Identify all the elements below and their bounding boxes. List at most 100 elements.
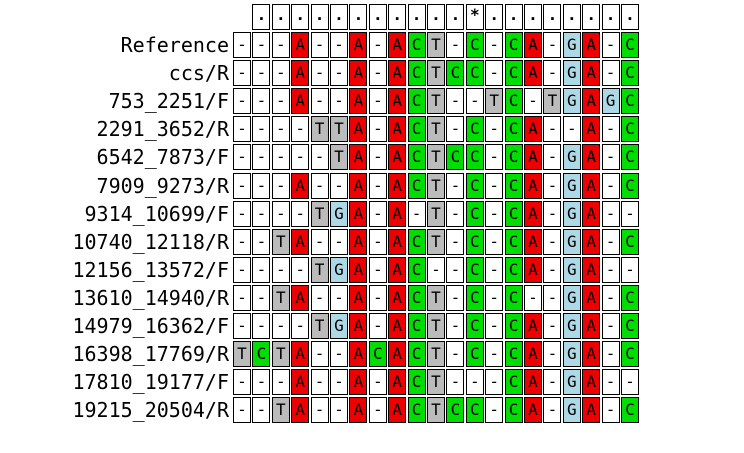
gap-cell: -	[271, 172, 290, 199]
gap-cell: -	[310, 172, 329, 199]
gap-cell: -	[330, 60, 348, 87]
base-cell-a: A	[524, 313, 542, 339]
marker-cell: .	[291, 4, 310, 30]
gap-cell: -	[543, 397, 562, 424]
gap-cell: -	[621, 256, 639, 283]
gap-cell: -	[368, 172, 387, 199]
base-cell-a: A	[524, 116, 542, 143]
base-cell-g: G	[562, 284, 581, 311]
base-cell-a: A	[524, 228, 542, 255]
marker-cell: .	[330, 4, 348, 30]
gap-cell: -	[330, 397, 348, 424]
gap-cell: -	[543, 172, 562, 199]
marker-cell: .	[485, 4, 504, 30]
base-cell-a: A	[388, 341, 407, 368]
alignment-row: 10740_12118/R--TA--A-ACT-C-CA-GA-C--TA--…	[0, 228, 744, 255]
gap-cell: -	[252, 200, 271, 227]
gap-cell: -	[485, 369, 504, 396]
base-cell-t: T	[271, 397, 290, 424]
base-cell-a: A	[582, 369, 601, 396]
base-cell-c: C	[407, 116, 426, 143]
gap-cell: -	[446, 284, 465, 311]
gap-cell: -	[310, 397, 329, 424]
base-cell-c: C	[446, 144, 465, 171]
gap-cell: -	[271, 256, 290, 283]
marker-cell: *	[465, 4, 484, 30]
sequence-label: 13610_14940/R	[72, 285, 229, 310]
base-cell-c: C	[465, 60, 484, 87]
marker-cell: .	[446, 4, 465, 30]
base-cell-a: A	[582, 60, 601, 87]
base-cell-t: T	[427, 369, 445, 396]
gap-cell: -	[368, 313, 387, 339]
alignment-row: 14979_16362/F----TGA-ACT-C-CA-GA-C----TG…	[0, 313, 744, 339]
gap-cell: -	[291, 116, 310, 143]
base-cell-c: C	[621, 144, 639, 171]
gap-cell: -	[368, 200, 387, 227]
gap-cell: -	[543, 60, 562, 87]
gap-cell: -	[233, 32, 251, 58]
marker-cell: .	[582, 4, 601, 30]
base-cell-a: A	[582, 200, 601, 227]
gap-cell: -	[601, 313, 620, 339]
base-cell-c: C	[465, 256, 484, 283]
base-cell-c: C	[252, 341, 271, 368]
sequence-label: Reference	[120, 33, 229, 57]
base-cell-g: G	[562, 172, 581, 199]
base-cell-a: A	[388, 369, 407, 396]
gap-cell: -	[291, 144, 310, 171]
base-cell-c: C	[407, 144, 426, 171]
gap-cell: -	[485, 60, 504, 87]
base-cell-a: A	[349, 200, 368, 227]
base-cell-a: A	[388, 228, 407, 255]
base-cell-a: A	[388, 200, 407, 227]
marker-cell: .	[427, 4, 445, 30]
base-cell-t: T	[427, 32, 445, 58]
sequence-label: ccs/R	[168, 61, 229, 86]
base-cell-t: T	[485, 88, 504, 115]
gap-cell: -	[601, 397, 620, 424]
gap-cell: -	[485, 284, 504, 311]
gap-cell: -	[368, 116, 387, 143]
gap-cell: -	[446, 32, 465, 58]
gap-cell: -	[485, 228, 504, 255]
base-cell-c: C	[465, 172, 484, 199]
gap-cell: -	[368, 144, 387, 171]
base-cell-a: A	[291, 397, 310, 424]
base-cell-a: A	[291, 32, 310, 58]
gap-cell: -	[252, 60, 271, 87]
gap-cell: -	[368, 88, 387, 115]
marker-cell: .	[601, 4, 620, 30]
base-cell-a: A	[524, 369, 542, 396]
gap-cell: -	[233, 116, 251, 143]
base-cell-a: A	[349, 313, 368, 339]
base-cell-c: C	[465, 284, 484, 311]
gap-cell: -	[330, 172, 348, 199]
base-cell-t: T	[271, 284, 290, 311]
gap-cell: -	[601, 284, 620, 311]
gap-cell: -	[271, 60, 290, 87]
gap-cell: -	[291, 256, 310, 283]
gap-cell: -	[310, 32, 329, 58]
gap-cell: -	[271, 144, 290, 171]
gap-cell: -	[310, 88, 329, 115]
gap-cell: -	[446, 313, 465, 339]
gap-cell: -	[233, 172, 251, 199]
base-cell-g: G	[562, 228, 581, 255]
gap-cell: -	[485, 116, 504, 143]
base-cell-c: C	[407, 228, 426, 255]
base-cell-a: A	[291, 172, 310, 199]
base-cell-c: C	[621, 116, 639, 143]
gap-cell: -	[601, 172, 620, 199]
base-cell-c: C	[465, 200, 484, 227]
gap-cell: -	[252, 32, 271, 58]
gap-cell: -	[485, 341, 504, 368]
base-cell-g: G	[562, 88, 581, 115]
base-cell-c: C	[465, 341, 484, 368]
gap-cell: -	[601, 369, 620, 396]
conservation-marker-row: ........... *........	[0, 4, 744, 30]
base-cell-a: A	[582, 144, 601, 171]
base-cell-g: G	[562, 200, 581, 227]
gap-cell: -	[621, 369, 639, 396]
base-cell-c: C	[407, 172, 426, 199]
